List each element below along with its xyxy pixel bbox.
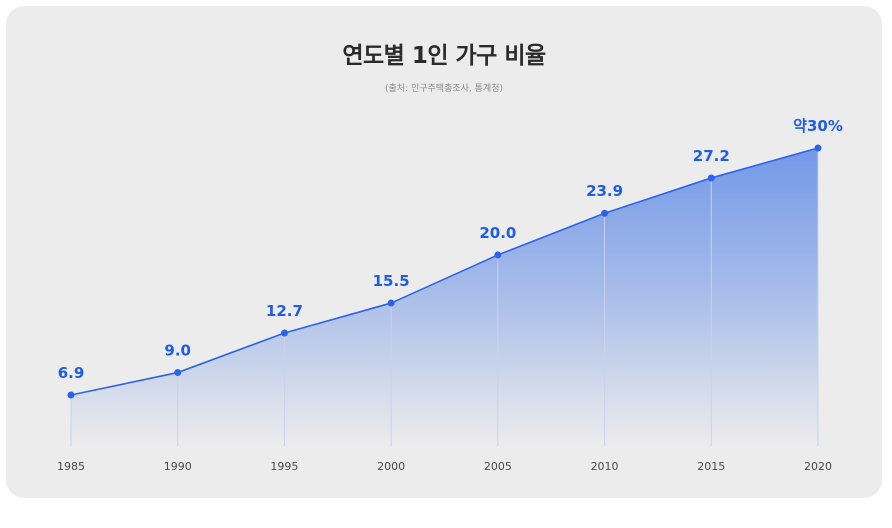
data-point-2020 [814,144,822,152]
area-chart: 6.9 1985 9.0 1990 12.7 1995 15.5 2000 20.0 2005 23… [57,117,843,473]
data-point-2005 [494,251,502,259]
x-tick-2010: 2010 [591,460,619,473]
x-tick-2015: 2015 [697,460,725,473]
x-tick-2020: 2020 [804,460,832,473]
data-point-2000 [387,299,395,307]
series-line [70,147,819,396]
area-fill [71,148,818,446]
value-label-1985: 6.9 [58,364,85,382]
value-label-2015: 27.2 [693,147,730,165]
value-label-2010: 23.9 [586,182,623,200]
chart-title: 연도별 1인 가구 비율 [342,43,546,69]
value-label-1990: 9.0 [164,342,191,360]
x-tick-1995: 1995 [270,460,298,473]
data-point-1985 [67,391,75,399]
x-tick-2000: 2000 [377,460,405,473]
data-point-2015 [707,174,715,182]
value-label-2005: 20.0 [479,224,516,242]
data-point-1990 [174,369,182,377]
x-tick-1990: 1990 [164,460,192,473]
data-point-2010 [601,209,609,217]
x-tick-2005: 2005 [484,460,512,473]
data-point-1995 [280,329,288,337]
chart-card: 연도별 1인 가구 비율 (출처: 인구주택총조사, 통계청) 6.9 1985 9… [6,6,882,498]
value-label-2020: 약30% [793,117,843,135]
chart-subtitle: (출처: 인구주택총조사, 통계청) [385,84,503,94]
x-tick-1985: 1985 [57,460,85,473]
value-label-2000: 15.5 [373,272,410,290]
value-label-1995: 12.7 [266,302,303,320]
